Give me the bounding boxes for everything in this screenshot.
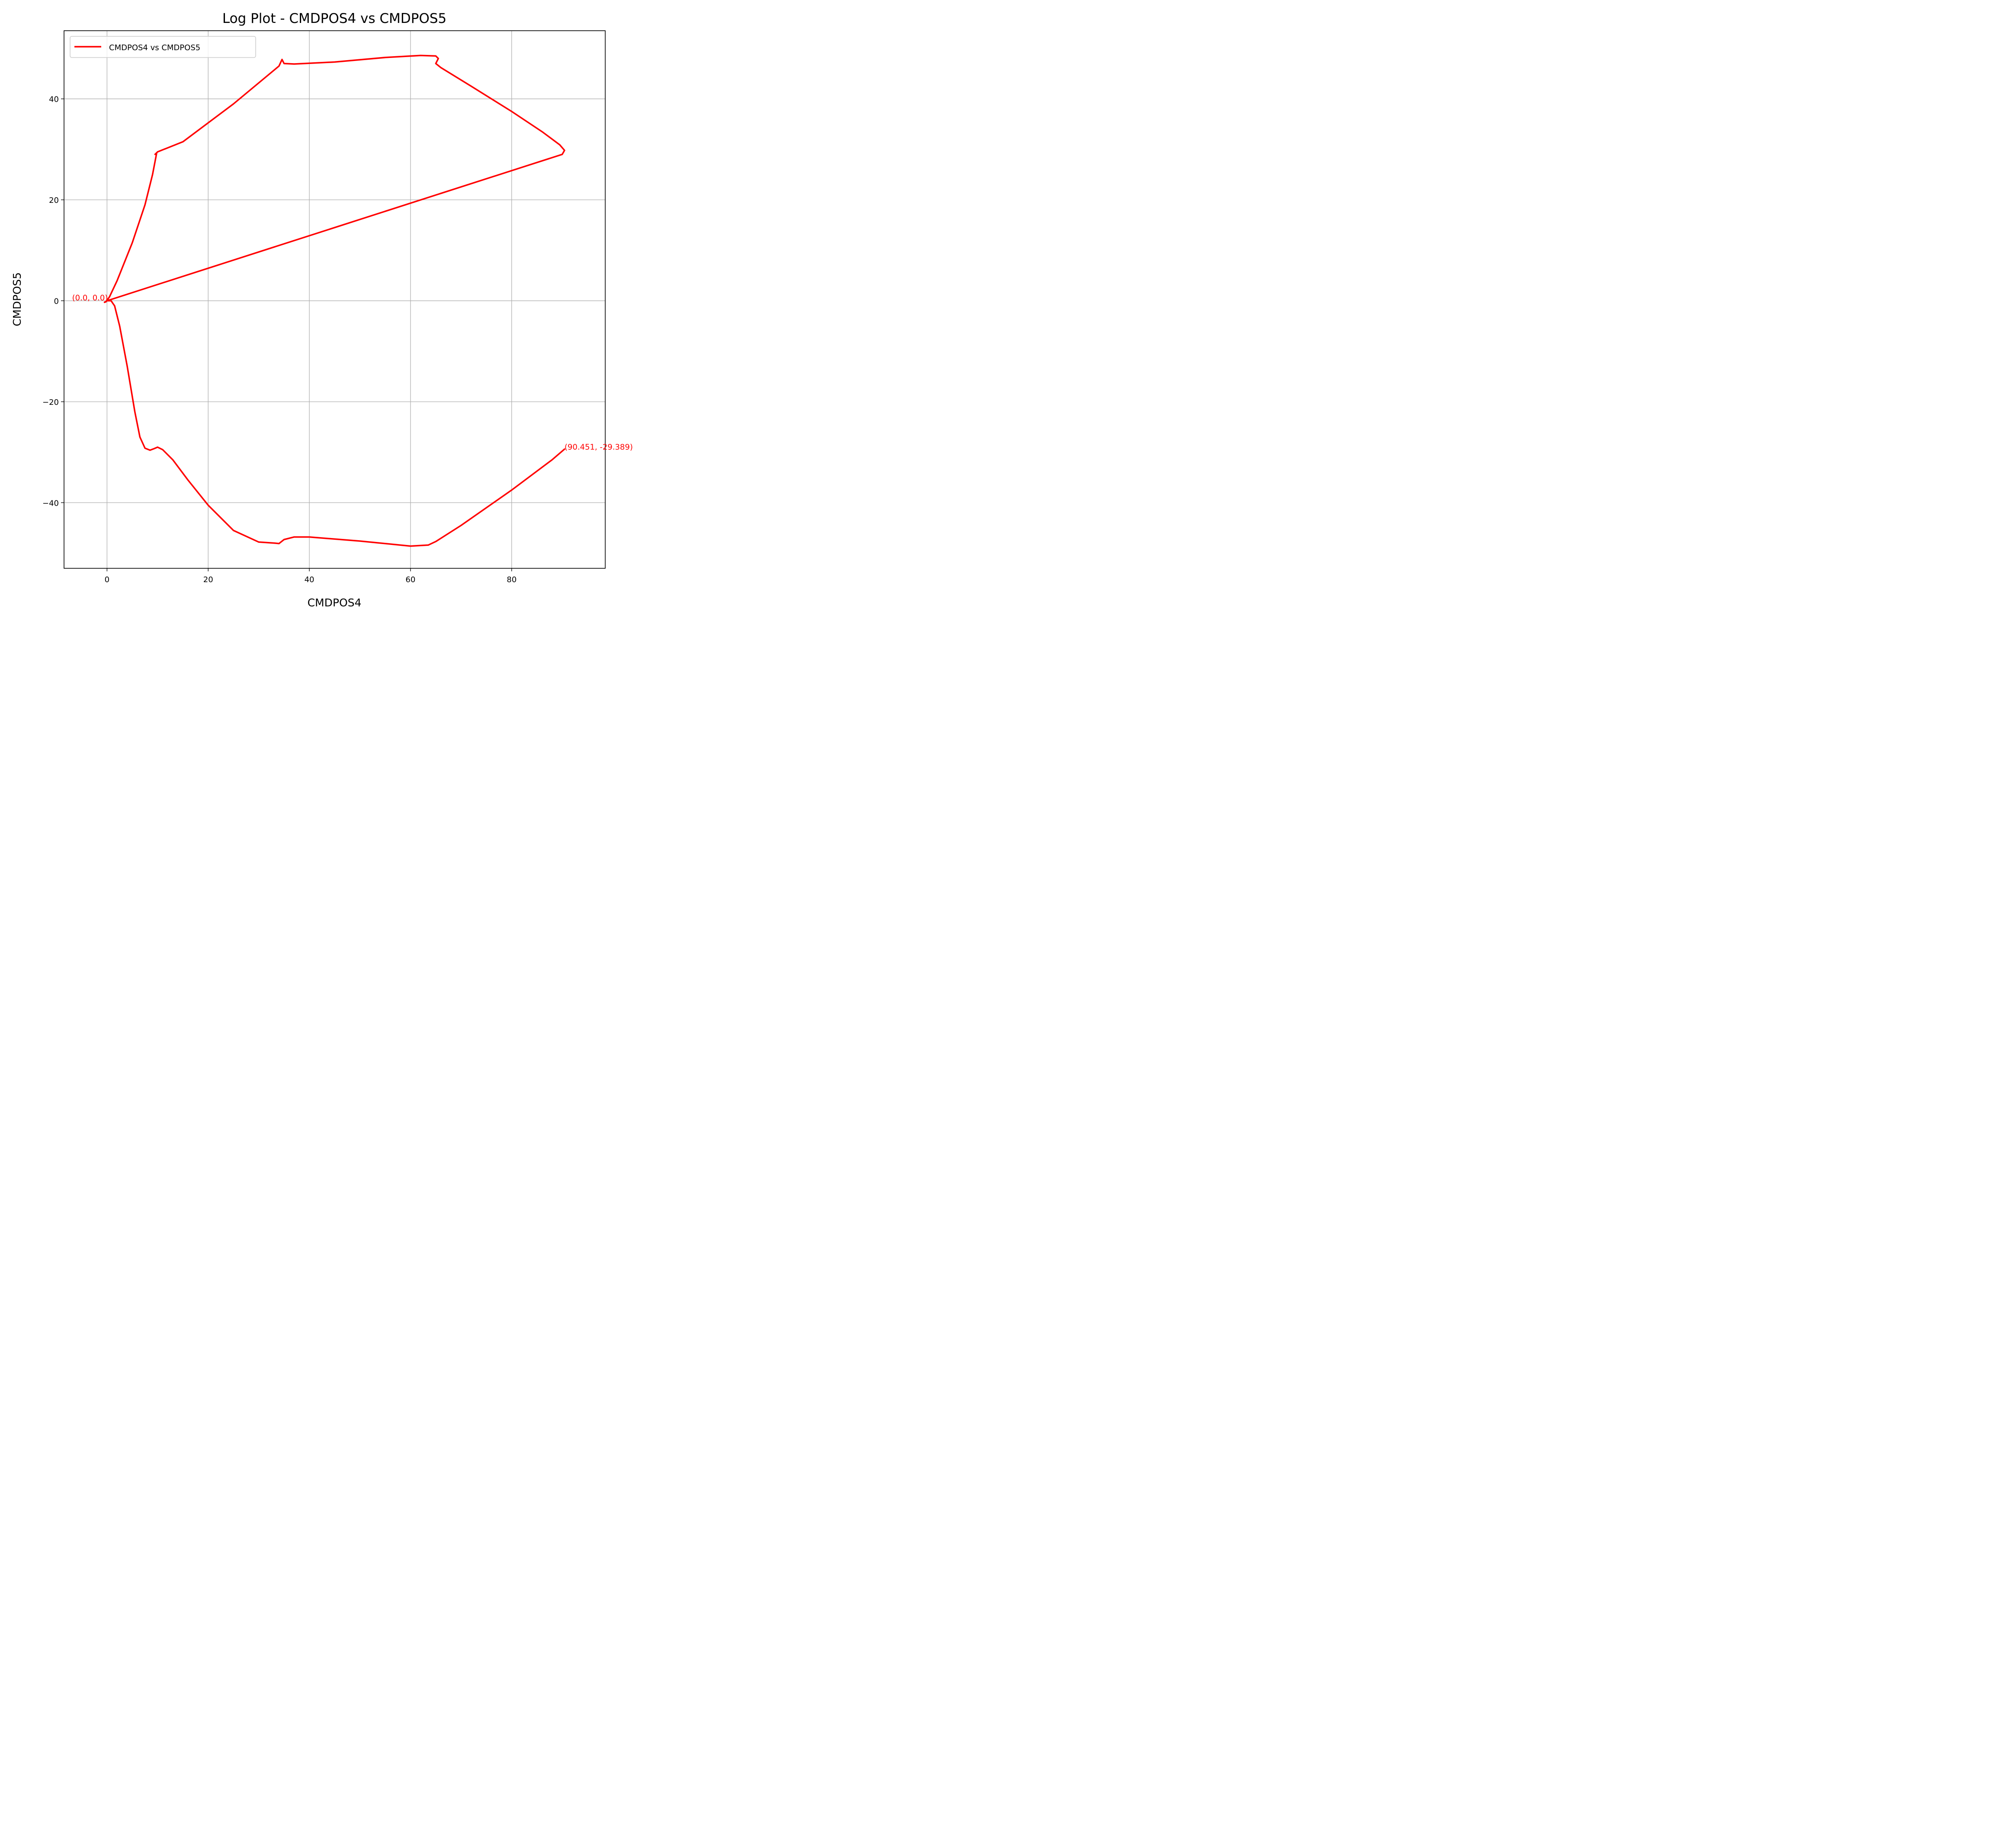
plot-frame	[64, 31, 605, 568]
grid-layer	[64, 31, 605, 568]
x-axis-label: CMDPOS4	[308, 596, 362, 609]
chart-title: Log Plot - CMDPOS4 vs CMDPOS5	[222, 11, 446, 26]
y-tick-label: −40	[42, 499, 59, 508]
x-tick-label: 80	[507, 575, 517, 584]
chart-container: 0 20 40 60 80 −40 −20 0 20 40 (0.0, 0.0) (90.451, …	[0, 0, 675, 623]
y-tick-label: 0	[54, 297, 59, 306]
y-axis-label: CMDPOS5	[11, 272, 23, 327]
y-tick-label: 40	[49, 95, 59, 104]
data-annotation: (0.0, 0.0)	[72, 293, 108, 302]
data-annotation: (90.451, -29.389)	[565, 442, 633, 452]
x-tick-label: 40	[305, 575, 315, 584]
y-tick-label: 20	[49, 196, 59, 205]
annotation-layer: (0.0, 0.0) (90.451, -29.389)	[72, 293, 633, 452]
x-tick-label: 0	[105, 575, 109, 584]
tick-layer: 0 20 40 60 80 −40 −20 0 20 40	[42, 95, 517, 584]
y-tick-label: −20	[42, 398, 59, 407]
chart-svg: 0 20 40 60 80 −40 −20 0 20 40 (0.0, 0.0) (90.451, …	[0, 0, 675, 623]
legend: CMDPOS4 vs CMDPOS5	[70, 36, 256, 58]
x-tick-label: 20	[203, 575, 213, 584]
legend-label: CMDPOS4 vs CMDPOS5	[109, 43, 200, 52]
x-tick-label: 60	[405, 575, 415, 584]
